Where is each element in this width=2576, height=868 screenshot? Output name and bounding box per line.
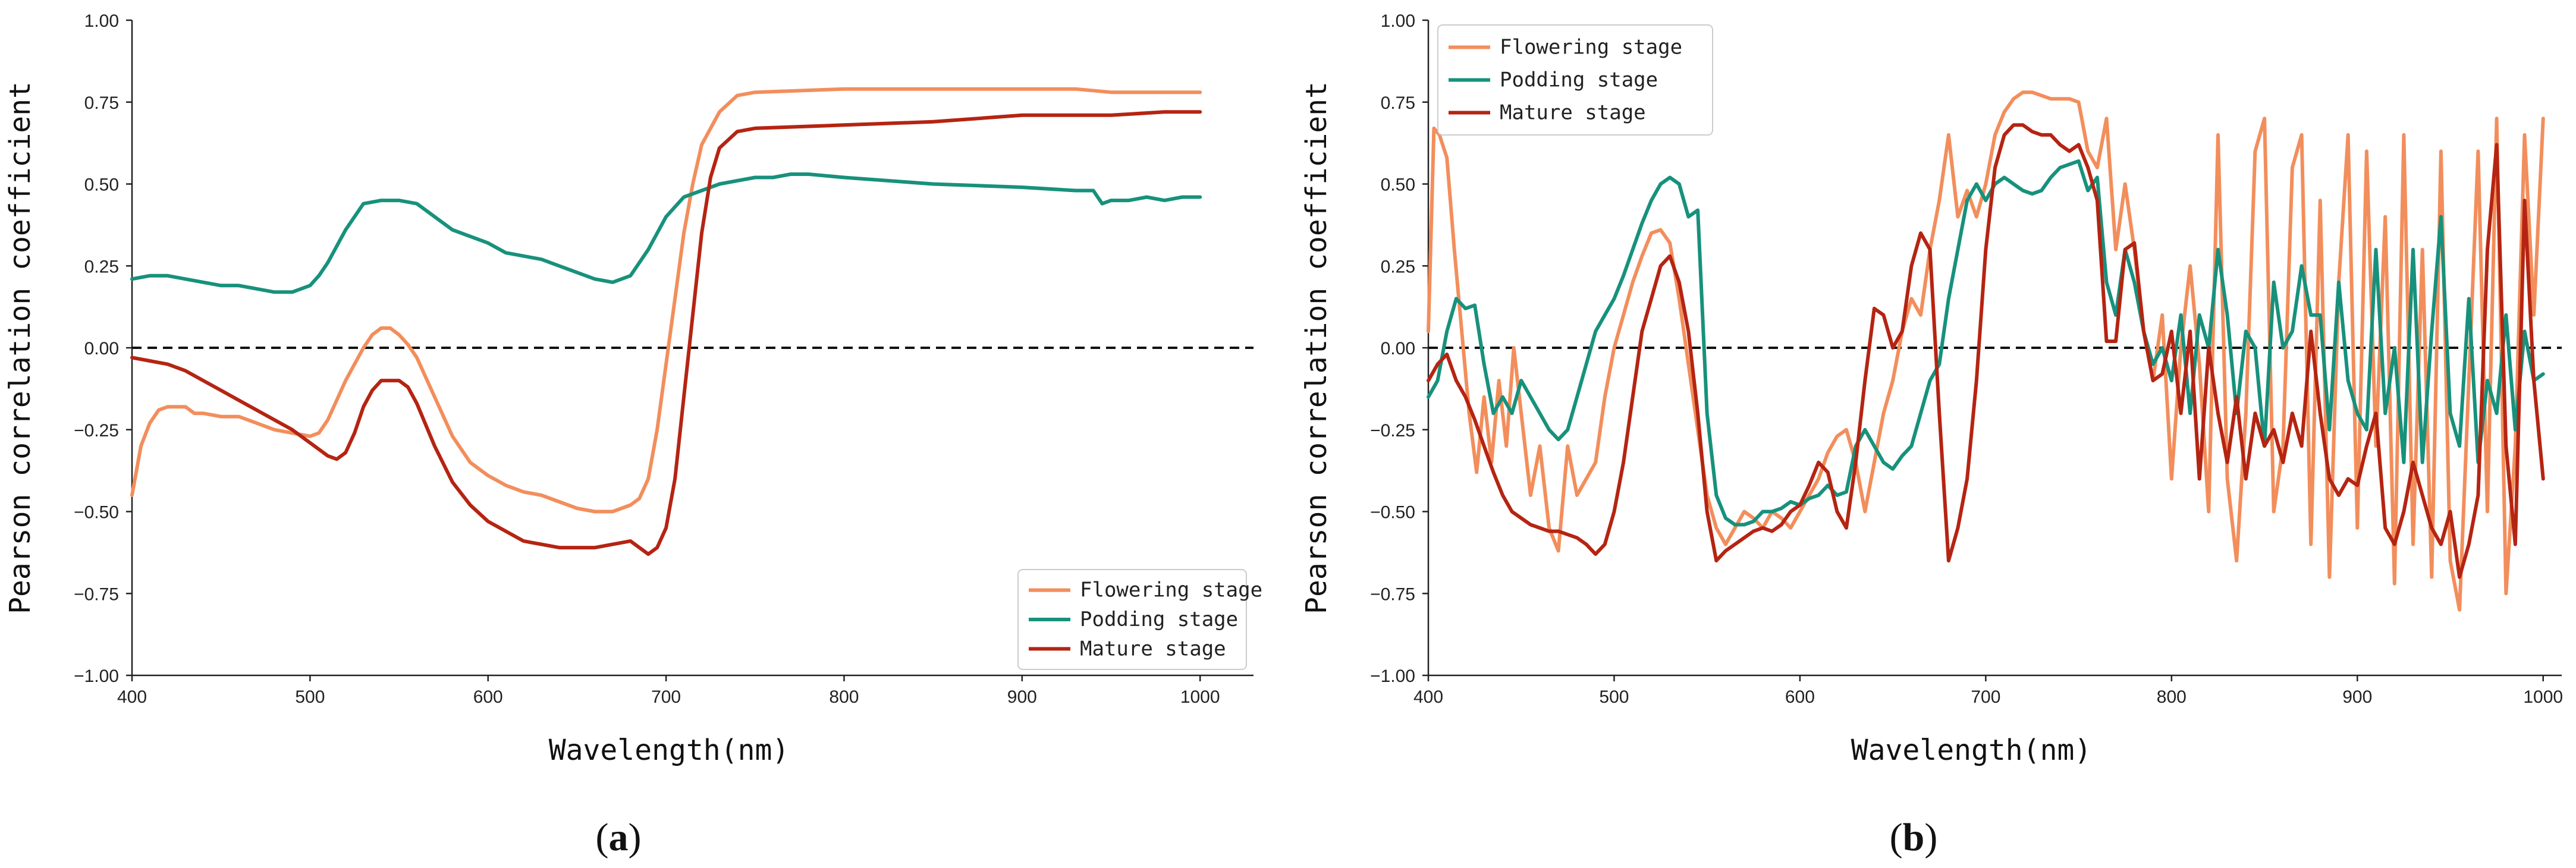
legend: Flowering stage Podding stage Mature stage	[1437, 24, 1713, 136]
series-line-podding-stage	[1427, 159, 2545, 527]
x-tick-label: 700	[1971, 687, 2000, 707]
panel-label-letter: b	[1903, 816, 1925, 859]
y-tick-label: 0.00	[1381, 339, 1415, 358]
y-tick-label: 0.75	[84, 93, 119, 113]
legend: Flowering stage Podding stage Mature stage	[1017, 569, 1262, 670]
legend-box	[1437, 24, 1713, 136]
legend-box	[1017, 569, 1247, 670]
legend-label-podding-stage: Podding stage	[1500, 68, 1658, 92]
y-tick-label: −0.25	[74, 421, 119, 441]
y-tick-label: 0.25	[1381, 257, 1415, 276]
x-tick-label: 800	[829, 687, 859, 707]
y-tick-label: 1.00	[1381, 11, 1415, 31]
x-tick-label: 400	[117, 687, 147, 707]
chart-panel-a: −1.00 −0.75 −0.50 −0.25 0.00 0.25 0.50 0.75 1.00…	[4, 11, 1262, 767]
x-tick-label: 800	[2157, 687, 2187, 707]
y-tick-label: 0.00	[84, 339, 119, 358]
y-axis-label: Pearson correlation coefficient	[4, 81, 37, 614]
panel-label-open: (	[596, 816, 609, 859]
panel-label-close: )	[629, 816, 642, 859]
panel-label-a: (a)	[596, 816, 642, 859]
x-axis-label: Wavelength(nm)	[549, 734, 790, 767]
x-tick-label: 600	[473, 687, 503, 707]
series-line-flowering-stage	[1427, 90, 2545, 612]
x-axis-label: Wavelength(nm)	[1851, 734, 2092, 767]
panel-label-b: (b)	[1890, 816, 1938, 859]
legend-label-mature-stage: Mature stage	[1500, 101, 1646, 125]
x-tick-label: 500	[1599, 687, 1629, 707]
y-tick-label: −1.00	[1370, 666, 1415, 686]
y-tick-label: −1.00	[74, 666, 119, 686]
y-tick-label: −0.50	[1370, 503, 1415, 523]
legend-label-flowering-stage: Flowering stage	[1500, 36, 1682, 59]
y-tick-label: −0.25	[1370, 421, 1415, 441]
chart-panel-b: −1.00 −0.75 −0.50 −0.25 0.00 0.25 0.50 0.75 1.00…	[1300, 11, 2563, 767]
y-tick-label: 0.75	[1381, 93, 1415, 113]
legend-label-podding-stage: Podding stage	[1080, 608, 1238, 631]
x-tick-label: 900	[1007, 687, 1037, 707]
series-line-mature-stage	[130, 110, 1202, 556]
panel-label-letter: a	[609, 816, 629, 859]
y-tick-label: 0.50	[1381, 175, 1415, 195]
x-tick-label: 900	[2342, 687, 2372, 707]
legend-label-mature-stage: Mature stage	[1080, 637, 1226, 661]
y-tick-label: 0.50	[84, 175, 119, 195]
panel-label-open: (	[1890, 816, 1903, 859]
y-tick-label: −0.75	[74, 584, 119, 604]
x-tick-label: 700	[651, 687, 681, 707]
y-axis-label: Pearson correlation coefficient	[1300, 81, 1333, 614]
y-tick-label: 1.00	[84, 11, 119, 31]
y-tick-label: −0.75	[1370, 584, 1415, 604]
panel-label-close: )	[1924, 816, 1937, 859]
series-line-podding-stage	[130, 172, 1202, 294]
x-tick-label: 1000	[1180, 687, 1220, 707]
legend-label-flowering-stage: Flowering stage	[1080, 578, 1262, 602]
series-line-mature-stage	[1427, 123, 2545, 579]
series-line-flowering-stage	[130, 87, 1202, 514]
x-tick-label: 400	[1413, 687, 1443, 707]
y-tick-label: −0.50	[74, 503, 119, 523]
x-tick-label: 500	[295, 687, 325, 707]
x-tick-label: 600	[1785, 687, 1815, 707]
y-tick-label: 0.25	[84, 257, 119, 276]
x-tick-label: 1000	[2523, 687, 2563, 707]
